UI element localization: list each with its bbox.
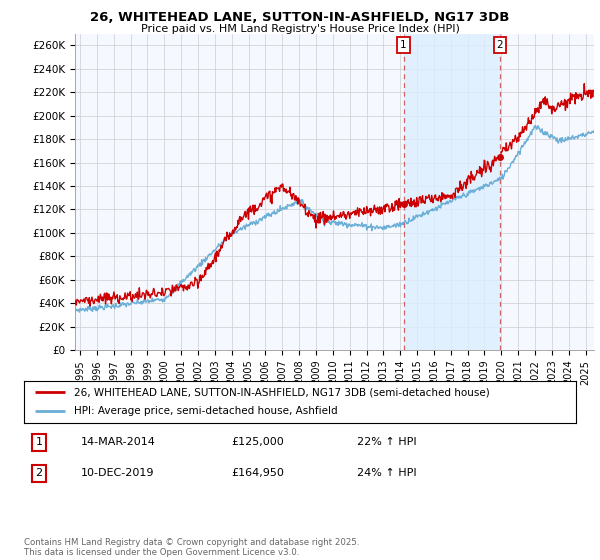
Text: Price paid vs. HM Land Registry's House Price Index (HPI): Price paid vs. HM Land Registry's House …: [140, 24, 460, 34]
Text: 10-DEC-2019: 10-DEC-2019: [81, 468, 155, 478]
Text: 14-MAR-2014: 14-MAR-2014: [81, 437, 156, 447]
Text: 1: 1: [400, 40, 407, 50]
Text: 26, WHITEHEAD LANE, SUTTON-IN-ASHFIELD, NG17 3DB (semi-detached house): 26, WHITEHEAD LANE, SUTTON-IN-ASHFIELD, …: [74, 387, 490, 397]
Text: 24% ↑ HPI: 24% ↑ HPI: [357, 468, 416, 478]
Text: 2: 2: [497, 40, 503, 50]
Text: HPI: Average price, semi-detached house, Ashfield: HPI: Average price, semi-detached house,…: [74, 407, 337, 417]
Text: 26, WHITEHEAD LANE, SUTTON-IN-ASHFIELD, NG17 3DB: 26, WHITEHEAD LANE, SUTTON-IN-ASHFIELD, …: [91, 11, 509, 24]
Text: 1: 1: [35, 437, 43, 447]
Text: £164,950: £164,950: [231, 468, 284, 478]
Text: 2: 2: [35, 468, 43, 478]
Bar: [404, 34, 500, 350]
Text: Contains HM Land Registry data © Crown copyright and database right 2025.
This d: Contains HM Land Registry data © Crown c…: [24, 538, 359, 557]
Text: £125,000: £125,000: [231, 437, 284, 447]
Text: 22% ↑ HPI: 22% ↑ HPI: [357, 437, 416, 447]
